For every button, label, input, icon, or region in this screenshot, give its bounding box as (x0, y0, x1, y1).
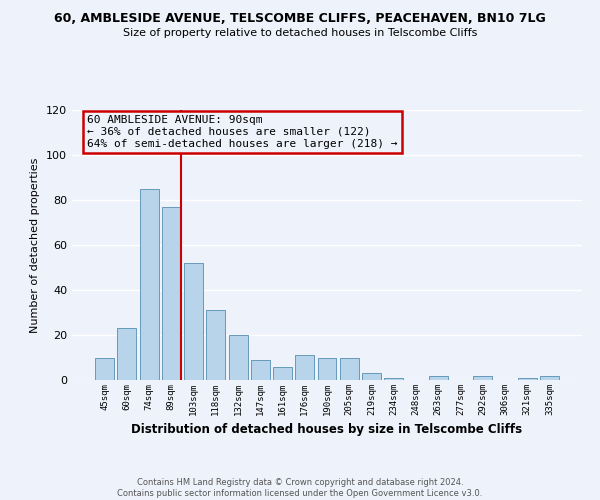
Bar (118, 328, 136, 380)
Bar (362, 373, 381, 380)
Bar (473, 376, 492, 380)
Text: 60 AMBLESIDE AVENUE: 90sqm
← 36% of detached houses are smaller (122)
64% of sem: 60 AMBLESIDE AVENUE: 90sqm ← 36% of deta… (88, 116, 398, 148)
Y-axis label: Number of detached properties: Number of detached properties (31, 158, 40, 332)
Bar (206, 310, 225, 380)
Bar (317, 358, 337, 380)
Bar (229, 335, 248, 380)
Bar (251, 360, 270, 380)
Bar (140, 188, 158, 380)
Bar (273, 366, 292, 380)
X-axis label: Distribution of detached houses by size in Telscombe Cliffs: Distribution of detached houses by size … (131, 424, 523, 436)
Bar (540, 376, 559, 380)
Bar (162, 207, 181, 380)
Bar (95, 358, 114, 380)
Bar (184, 263, 203, 380)
Text: 60, AMBLESIDE AVENUE, TELSCOMBE CLIFFS, PEACEHAVEN, BN10 7LG: 60, AMBLESIDE AVENUE, TELSCOMBE CLIFFS, … (54, 12, 546, 26)
Bar (340, 358, 359, 380)
Bar (384, 378, 403, 380)
Bar (295, 355, 314, 380)
Text: Size of property relative to detached houses in Telscombe Cliffs: Size of property relative to detached ho… (123, 28, 477, 38)
Bar (429, 376, 448, 380)
Bar (518, 378, 536, 380)
Text: Contains HM Land Registry data © Crown copyright and database right 2024.
Contai: Contains HM Land Registry data © Crown c… (118, 478, 482, 498)
